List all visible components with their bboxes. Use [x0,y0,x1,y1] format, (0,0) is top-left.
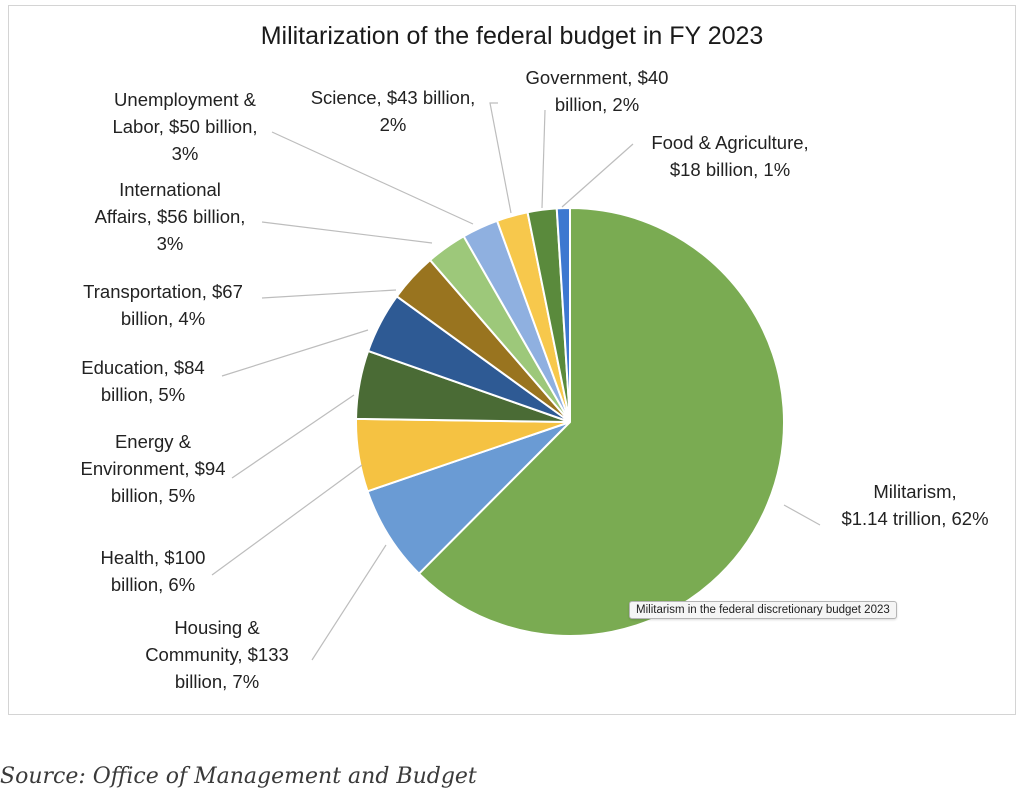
leader-line-food-agriculture [561,143,634,208]
data-label-line: $1.14 trillion, 62% [841,508,988,529]
data-label-line: 3% [157,233,184,254]
data-label-line: Affairs, $56 billion, [95,206,246,227]
source-caption: Source: Office of Management and Budget [0,764,477,789]
data-label-line: Education, $84 [81,357,204,378]
data-label-line: billion, 5% [111,485,195,506]
data-label-line: billion, 4% [121,308,205,329]
data-label-line: Unemployment & [114,89,257,110]
data-label-line: billion, 2% [555,94,639,115]
chart-title: Militarization of the federal budget in … [260,22,764,50]
data-label-unemployment-labor: Unemployment & Labor, $50 billion, 3% [112,89,257,164]
leader-line-science [489,102,512,214]
leader-line-militarism [783,504,821,526]
data-label-international-affairs: International Affairs, $56 billion, 3% [95,179,246,254]
data-label-line: Labor, $50 billion, [112,116,257,137]
data-label-line: Energy & [115,431,192,452]
data-label-education: Education, $84 billion, 5% [81,357,204,405]
leader-line-unemployment-labor [271,131,474,225]
pie-slice-militarism [417,206,785,637]
tooltip: Militarism in the federal discretionary … [629,601,897,619]
data-label-energy-environment: Energy & Environment, $94 billion, 5% [80,431,225,506]
data-label-science: Science, $43 billion, 2% [311,87,476,135]
data-label-line: Government, $40 [526,67,669,88]
data-label-line: Health, $100 [101,547,206,568]
leader-line-energy-environment [231,394,355,479]
data-label-line: International [119,179,221,200]
data-label-line: Science, $43 billion, [311,87,476,108]
data-label-food-agriculture: Food & Agriculture, $18 billion, 1% [651,132,808,180]
pie-slice-food-agriculture [555,206,571,423]
data-label-line: Housing & [174,617,260,638]
data-label-line: $18 billion, 1% [670,159,790,180]
data-label-health: Health, $100 billion, 6% [101,547,206,595]
data-label-line: billion, 7% [175,671,259,692]
data-label-line: Environment, $94 [80,458,225,479]
leader-line-health [211,464,363,576]
data-label-government: Government, $40 billion, 2% [526,67,669,115]
data-label-line: billion, 5% [101,384,185,405]
data-label-line: Transportation, $67 [83,281,243,302]
data-label-line: 3% [172,143,199,164]
data-label-housing-community: Housing & Community, $133 billion, 7% [145,617,289,692]
data-label-transportation: Transportation, $67 billion, 4% [83,281,243,329]
data-label-line: Militarism, [873,481,956,502]
leader-line-government [541,109,546,209]
data-label-militarism: Militarism, $1.14 trillion, 62% [841,481,988,529]
leader-line-transportation [261,289,397,299]
leader-line-housing-community [311,544,387,661]
data-label-line: 2% [380,114,407,135]
data-label-line: billion, 6% [111,574,195,595]
leader-line-international-affairs [261,221,433,244]
data-label-line: Food & Agriculture, [651,132,808,153]
leader-line-education [221,329,369,377]
data-label-line: Community, $133 [145,644,289,665]
pie-slice-housing-community [366,421,571,576]
